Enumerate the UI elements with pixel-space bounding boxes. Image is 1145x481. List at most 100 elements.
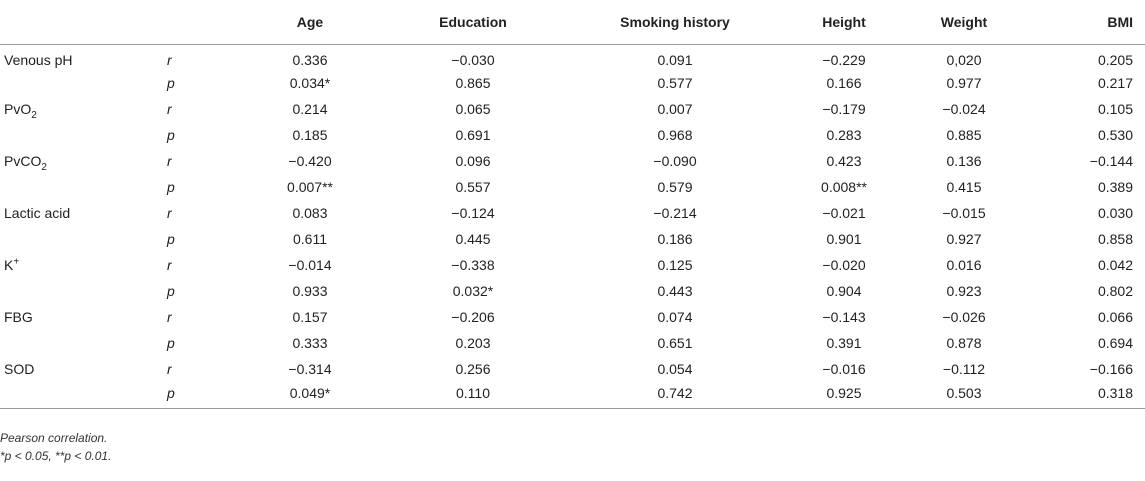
table-cell: −0.016 — [822, 361, 866, 377]
table-cell: 0.136 — [946, 153, 982, 169]
stat-label-r: r — [167, 52, 172, 69]
row-variable-name: PvO2 — [0, 96, 162, 122]
table-cell: 0.217 — [1097, 75, 1133, 91]
table-row: Lactic acid r 0.083 −0.124 −0.214 −0.021 −0.01… — [0, 200, 1145, 226]
table-cell: 0.066 — [1097, 309, 1133, 325]
table-row: p 0.333 0.203 0.651 0.391 0.878 0.694 — [0, 330, 1145, 356]
table-cell: 0.032* — [452, 283, 494, 299]
table-cell: −0.030 — [451, 52, 495, 69]
row-variable-blank — [0, 122, 162, 148]
table-cell: 0.579 — [657, 179, 693, 195]
table-cell: −0.024 — [942, 101, 986, 117]
row-variable-name: K+ — [0, 252, 162, 278]
table-cell: 0.185 — [292, 127, 328, 143]
table-cell: 0.391 — [826, 335, 862, 351]
table-cell: 0.030 — [1097, 205, 1133, 221]
table-cell: 0.203 — [455, 335, 491, 351]
stat-label-p: p — [162, 382, 237, 409]
table-cell: 0.901 — [826, 231, 862, 247]
variable-label: FBG — [4, 309, 33, 325]
row-variable-name: Venous pH — [0, 44, 162, 70]
table-row: p 0.611 0.445 0.186 0.901 0.927 0.858 — [0, 226, 1145, 252]
stat-label-r: r — [167, 309, 172, 325]
stat-label-p: p — [167, 75, 175, 91]
table-cell: 0.166 — [826, 75, 862, 91]
table-cell: 0.105 — [1097, 101, 1133, 117]
table-cell: −0.090 — [653, 153, 697, 169]
table-cell: 0.096 — [455, 153, 491, 169]
header-height: Height — [787, 0, 901, 45]
table-cell: 0.256 — [455, 361, 491, 377]
table-cell: −0.112 — [942, 361, 986, 377]
table-cell: 0.885 — [946, 127, 982, 143]
table-cell: 0.925 — [787, 382, 901, 409]
variable-subscript: 2 — [41, 161, 47, 173]
table-cell: 0.336 — [292, 52, 328, 69]
table-cell: −0.026 — [942, 309, 986, 325]
variable-label: PvCO — [4, 153, 42, 169]
row-variable-blank — [0, 70, 162, 96]
stat-label-r: r — [167, 153, 172, 169]
table-cell: 0.110 — [383, 382, 563, 409]
row-variable-name: Lactic acid — [0, 200, 162, 226]
table-row: p 0.933 0.032* 0.443 0.904 0.923 0.802 — [0, 278, 1145, 304]
table-cell: 0.389 — [1097, 179, 1133, 195]
table-cell: 0.054 — [657, 361, 693, 377]
table-cell: −0.214 — [653, 205, 697, 221]
table-cell: 0.016 — [946, 257, 982, 273]
table-cell: −0.420 — [288, 153, 332, 169]
table-cell: 0.007 — [657, 101, 693, 117]
table-cell: 0.933 — [292, 283, 328, 299]
table-cell: 0.927 — [946, 231, 982, 247]
table-cell: 0.530 — [1097, 127, 1133, 143]
variable-subscript: 2 — [31, 109, 37, 121]
row-variable-blank — [0, 226, 162, 252]
stat-label-p: p — [167, 127, 175, 143]
table-cell: 0.878 — [946, 335, 982, 351]
table-cell: −0.179 — [822, 101, 866, 117]
stat-label-p: p — [167, 231, 175, 247]
table-cell: 0.423 — [826, 153, 862, 169]
table-cell: 0.091 — [657, 52, 693, 69]
table-cell: 0.042 — [1097, 257, 1133, 273]
header-age: Age — [237, 0, 383, 45]
table-row: SOD r −0.314 0.256 0.054 −0.016 −0.112 −0.166 — [0, 356, 1145, 382]
table-cell: 0.443 — [657, 283, 693, 299]
stat-label-r: r — [167, 101, 172, 117]
table-cell: −0.166 — [1089, 361, 1133, 377]
table-cell: 0.007** — [287, 179, 333, 195]
table-cell: 0.157 — [292, 309, 328, 325]
table-footnotes: Pearson correlation. *p < 0.05, **p < 0.… — [0, 429, 111, 465]
stat-label-p: p — [167, 179, 175, 195]
table-row: K+ r −0.014 −0.338 0.125 −0.020 0.016 0.042 — [0, 252, 1145, 278]
table-row: p 0.007** 0.557 0.579 0.008** 0.415 0.389 — [0, 174, 1145, 200]
correlation-table: Age Education Smoking history Height Wei… — [0, 0, 1145, 409]
variable-label: K — [4, 257, 14, 273]
table-cell: 0.318 — [1027, 382, 1145, 409]
table-cell: −0.229 — [822, 52, 866, 69]
table-cell: 0,020 — [946, 52, 982, 69]
table-cell: 0.858 — [1097, 231, 1133, 247]
header-education: Education — [383, 0, 563, 45]
row-variable-blank — [0, 278, 162, 304]
footnote-significance: *p < 0.05, **p < 0.01. — [0, 449, 112, 463]
header-variable-blank — [0, 0, 162, 45]
variable-label: Venous pH — [4, 52, 73, 69]
table-cell: 0.205 — [1097, 52, 1133, 69]
stat-label-r: r — [167, 361, 172, 377]
stat-label-p: p — [167, 283, 175, 299]
variable-label: PvO — [4, 101, 32, 117]
table-cell: 0.923 — [946, 283, 982, 299]
table-cell: 0.415 — [946, 179, 982, 195]
row-variable-name: SOD — [0, 356, 162, 382]
table-cell: −0.124 — [451, 205, 495, 221]
table-cell: 0.008** — [821, 179, 867, 195]
table-cell: 0.333 — [292, 335, 328, 351]
table-row: p 0.185 0.691 0.968 0.283 0.885 0.530 — [0, 122, 1145, 148]
table-cell: 0.034* — [289, 75, 331, 91]
stat-label-r: r — [167, 257, 172, 273]
row-variable-name: PvCO2 — [0, 148, 162, 174]
table-row: p 0.034* 0.865 0.577 0.166 0.977 0.217 — [0, 70, 1145, 96]
table-cell: 0.865 — [455, 75, 491, 91]
